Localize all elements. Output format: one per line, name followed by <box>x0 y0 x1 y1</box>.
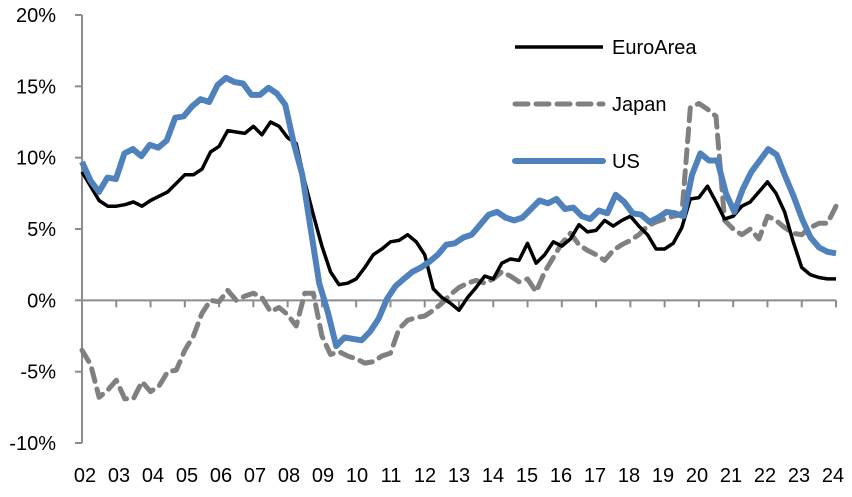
x-tick-label: 13 <box>448 465 470 487</box>
x-tick-label: 05 <box>176 465 198 487</box>
y-tick-label: 20% <box>16 5 56 27</box>
legend-item-euroarea: EuroArea <box>515 37 697 59</box>
x-tick-label: 04 <box>142 465 164 487</box>
y-tick-labels: 20% 15% 10% 5% 0% -5% -10% <box>9 5 56 455</box>
x-tick-label: 10 <box>346 465 368 487</box>
x-tick-label: 18 <box>618 465 640 487</box>
x-tick-label: 12 <box>414 465 436 487</box>
x-tick-label: 03 <box>108 465 130 487</box>
legend-label: Japan <box>612 94 667 116</box>
x-tick-label: 21 <box>720 465 742 487</box>
legend-label: US <box>612 151 640 173</box>
axes: 20% 15% 10% 5% 0% -5% -10% 02 03 04 05 06 07 08 09 10 1… <box>9 5 844 487</box>
series-line-japan <box>79 101 839 402</box>
legend: EuroArea Japan US <box>512 37 697 173</box>
legend-item-japan: Japan <box>512 94 667 116</box>
x-tick-label: 09 <box>312 465 334 487</box>
y-tick-label: 10% <box>16 148 56 170</box>
x-ticks <box>81 300 837 308</box>
series-group <box>79 74 839 402</box>
x-tick-label: 15 <box>516 465 538 487</box>
x-tick-label: 11 <box>381 465 402 487</box>
x-tick-label: 07 <box>244 465 266 487</box>
series-line-euroarea <box>80 120 836 313</box>
legend-label: EuroArea <box>612 37 697 59</box>
x-tick-label: 06 <box>210 465 232 487</box>
y-tick-label: -5% <box>20 362 56 384</box>
x-tick-label: 19 <box>652 465 674 487</box>
x-tick-label: 23 <box>788 465 810 487</box>
x-tick-label: 22 <box>754 465 776 487</box>
y-tick-label: -10% <box>9 433 56 455</box>
y-tick-label: 15% <box>16 76 56 98</box>
x-tick-label: 24 <box>822 465 844 487</box>
x-tick-label: 02 <box>74 465 96 487</box>
series-line-us <box>79 74 837 349</box>
legend-item-us: US <box>512 151 640 173</box>
x-tick-labels: 02 03 04 05 06 07 08 09 10 11 12 13 14 15 16 17 18 19 20 21… <box>74 465 844 487</box>
x-tick-label: 14 <box>482 465 504 487</box>
y-ticks <box>75 14 82 444</box>
x-tick-label: 17 <box>584 465 606 487</box>
y-tick-label: 0% <box>27 290 56 312</box>
x-tick-label: 16 <box>550 465 572 487</box>
y-tick-label: 5% <box>27 219 56 241</box>
x-tick-label: 20 <box>686 465 708 487</box>
x-tick-label: 08 <box>278 465 300 487</box>
